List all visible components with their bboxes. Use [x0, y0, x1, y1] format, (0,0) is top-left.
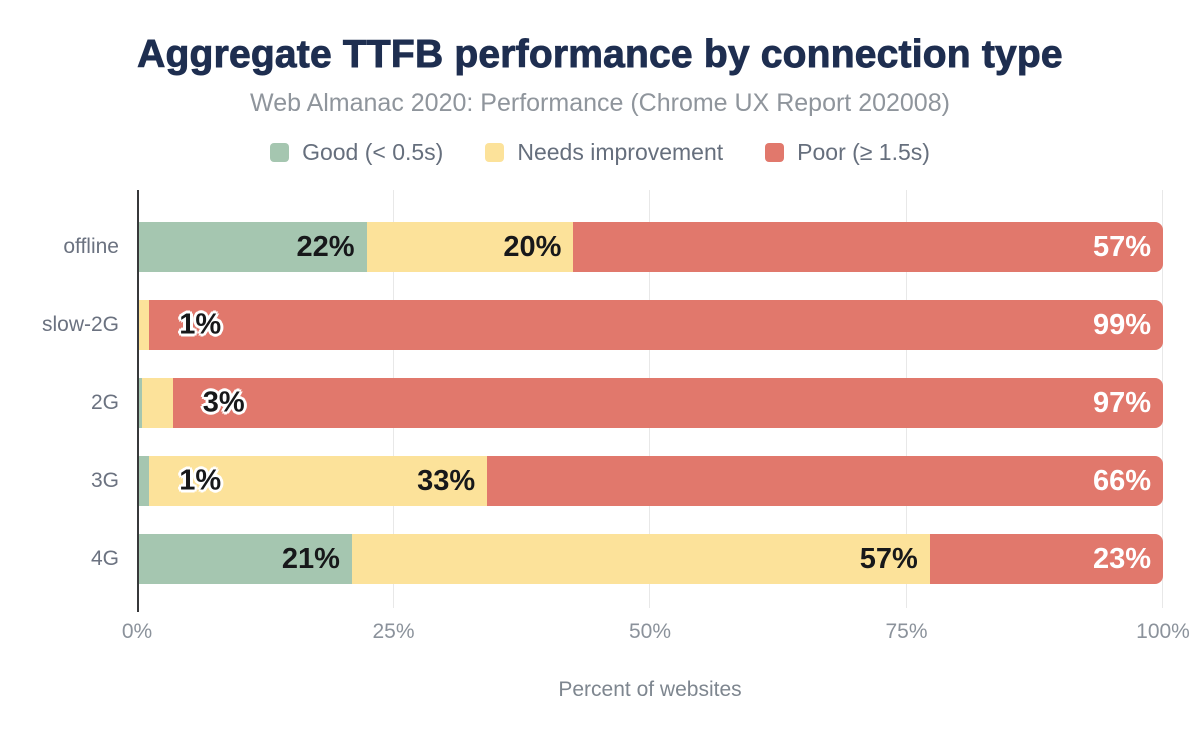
bar-value-label: 57%	[1092, 230, 1152, 263]
x-axis-title: Percent of websites	[558, 678, 742, 701]
x-axis-ticks: 0% 25% 50% 75% 100%	[122, 620, 1190, 646]
bar-row-offline: offline 22% 20% 57%	[63, 222, 1164, 272]
bar-segment-3G-needs_improvement: 33%	[149, 456, 488, 506]
bar-segment-4G-needs_improvement: 57%	[351, 534, 930, 584]
stacked-bar-slow-2G: 1% 99%	[139, 300, 1163, 350]
x-tick-75: 75%	[885, 620, 928, 643]
stacked-bar-offline: 22% 20% 57%	[139, 222, 1164, 272]
category-label-slow-2G: slow-2G	[41, 313, 119, 336]
stacked-bar-2G: 3% 97%	[139, 378, 1163, 428]
chart-title: Aggregate TTFB performance by connection…	[137, 33, 1063, 77]
bar-value-label: 33%	[417, 464, 476, 497]
bar-segment-2G-poor: 97%	[172, 378, 1163, 428]
bar-segment-slow-2G-poor: 99%	[149, 300, 1163, 350]
bar-value-label: 1%	[179, 464, 222, 497]
bar-value-label: 23%	[1092, 542, 1151, 575]
bar-segment-2G-needs_improvement: 3%	[142, 378, 245, 428]
legend-swatch-poor	[765, 143, 785, 162]
bar-segment-offline-poor: 57%	[573, 222, 1164, 272]
bar-segment-offline-needs_improvement: 20%	[366, 222, 574, 272]
legend-swatch-good	[270, 143, 290, 162]
bar-segment-slow-2G-needs_improvement: 1%	[139, 300, 221, 350]
bar-segment-offline-good: 22%	[139, 222, 367, 272]
category-label-4G: 4G	[90, 547, 119, 570]
bar-segment-3G-good: 1%	[139, 456, 221, 506]
bar-value-label: 21%	[281, 542, 340, 575]
bar-value-label: 1%	[179, 308, 222, 341]
legend-item-poor[interactable]: Poor (≥ 1.5s)	[765, 139, 930, 166]
x-tick-25: 25%	[372, 620, 415, 643]
stacked-bar-3G: 1% 33% 66%	[139, 456, 1163, 506]
chart-subtitle: Web Almanac 2020: Performance (Chrome UX…	[250, 89, 950, 117]
legend-label: Needs improvement	[517, 139, 724, 165]
category-label-2G: 2G	[90, 391, 119, 414]
x-tick-50: 50%	[628, 620, 672, 643]
bar-segment-4G-good: 21%	[139, 534, 352, 584]
bar-value-label: 57%	[859, 542, 918, 575]
bar-row-3G: 3G 1% 33% 66%	[91, 456, 1163, 506]
x-tick-0: 0%	[121, 620, 153, 643]
category-label-3G: 3G	[90, 469, 119, 492]
legend-label: Good (< 0.5s)	[302, 139, 444, 165]
y-axis-line	[137, 190, 139, 612]
bar-value-label: 99%	[1092, 308, 1151, 341]
bar-row-slow-2G: slow-2G 1% 99%	[42, 300, 1163, 350]
category-label-offline: offline	[63, 235, 119, 258]
bar-value-label: 20%	[503, 230, 562, 263]
bar-value-label: 97%	[1092, 386, 1151, 419]
stacked-bar-4G: 21% 57% 23%	[139, 534, 1163, 584]
bar-row-4G: 4G 21% 57% 23%	[91, 534, 1163, 584]
bar-segment-4G-poor: 23%	[929, 534, 1163, 584]
legend-swatch-needs_improvement	[485, 143, 505, 162]
bar-value-label: 3%	[202, 386, 245, 419]
bar-segment-3G-poor: 66%	[487, 456, 1163, 506]
legend-item-good[interactable]: Good (< 0.5s)	[270, 139, 443, 166]
plot-area: offline 22% 20% 57% slow-2G 1% 99% 2G 3% 97% 3G 1% 3…	[42, 190, 1164, 612]
bar-row-2G: 2G 3% 97%	[91, 378, 1163, 428]
bar-segment-2G-good	[139, 378, 143, 428]
x-tick-100: 100%	[1136, 620, 1190, 643]
bar-value-label: 22%	[296, 230, 355, 263]
legend: Good (< 0.5s) Needs improvement Poor (≥ 1.…	[0, 139, 1200, 166]
bar-value-label: 66%	[1092, 464, 1151, 497]
legend-item-needs_improvement[interactable]: Needs improvement	[485, 139, 723, 166]
legend-label: Poor (≥ 1.5s)	[797, 139, 930, 165]
